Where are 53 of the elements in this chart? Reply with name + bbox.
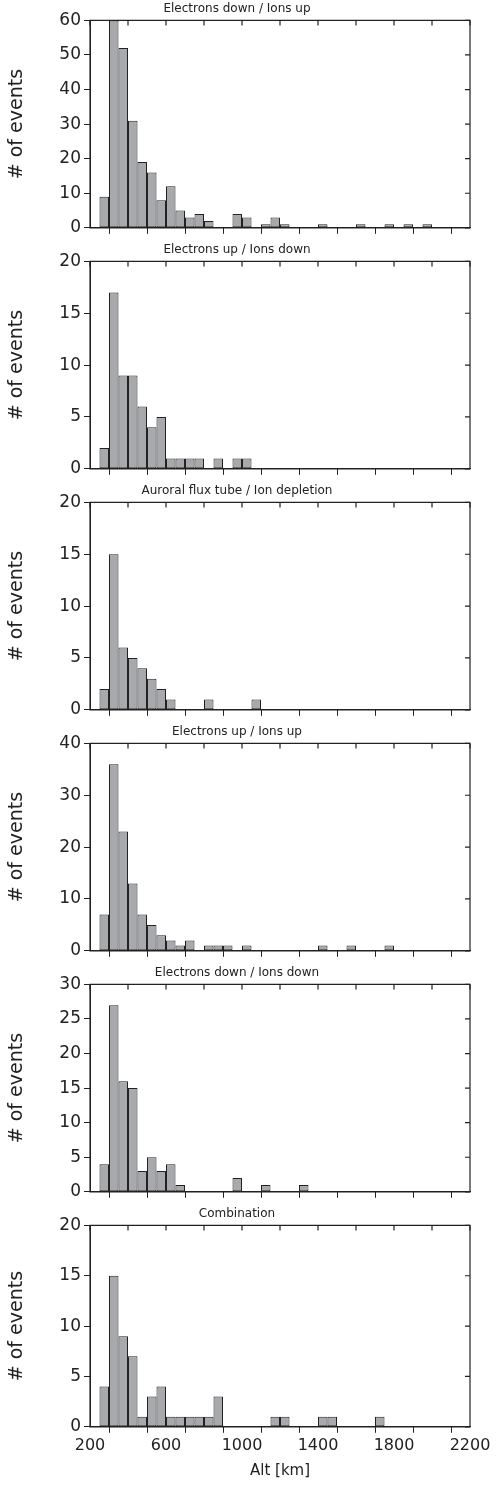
chart-title: Auroral flux tube / Ion depletion (141, 483, 333, 498)
y-axis-title: # of events (4, 550, 27, 662)
y-tick-label: 15 (59, 1076, 81, 1097)
y-axis-title: # of events (4, 1032, 27, 1144)
y-tick-label: 0 (70, 1180, 81, 1201)
chart-title: Electrons down / Ions down (154, 965, 320, 980)
y-tick-label: 50 (59, 43, 81, 64)
y-tick-label: 10 (59, 1111, 81, 1132)
chart-title: Combination (198, 1206, 276, 1221)
y-axis-title: # of events (4, 68, 27, 180)
x-tick-label: 1800 (373, 1434, 415, 1454)
chart-title: Electrons up / Ions up (172, 724, 302, 739)
x-tick-label: 600 (150, 1434, 182, 1454)
y-tick-label: 15 (59, 301, 81, 322)
chart-title: Electrons up / Ions down (163, 242, 311, 257)
y-tick-label: 10 (59, 181, 81, 202)
y-tick-label: 0 (70, 216, 81, 237)
y-tick-label: 20 (59, 1213, 81, 1234)
y-tick-label: 20 (59, 249, 81, 270)
chart-title: Electrons down / Ions up (163, 1, 311, 16)
y-axis-title: # of events (4, 791, 27, 903)
y-tick-label: 60 (59, 8, 81, 29)
y-tick-label: 40 (59, 731, 81, 752)
y-tick-label: 0 (70, 939, 81, 960)
y-tick-label: 5 (70, 405, 81, 426)
y-tick-label: 15 (59, 542, 81, 563)
y-tick-label: 30 (59, 783, 81, 804)
y-tick-label: 10 (59, 594, 81, 615)
x-tick-label: 1000 (221, 1434, 263, 1454)
y-tick-label: 20 (59, 835, 81, 856)
y-tick-label: 10 (59, 1314, 81, 1335)
x-tick-label: 1400 (297, 1434, 339, 1454)
y-tick-label: 20 (59, 1041, 81, 1062)
y-tick-label: 20 (59, 490, 81, 511)
y-tick-label: 30 (59, 972, 81, 993)
y-tick-label: 40 (59, 77, 81, 98)
x-tick-label: 200 (74, 1434, 106, 1454)
y-tick-label: 0 (70, 698, 81, 719)
x-tick-label: 2200 (449, 1434, 491, 1454)
x-axis-title: Alt [km] (249, 1460, 311, 1479)
y-tick-label: 5 (70, 646, 81, 667)
y-tick-label: 25 (59, 1007, 81, 1028)
y-tick-label: 5 (70, 1145, 81, 1166)
y-tick-label: 10 (59, 353, 81, 374)
y-tick-label: 0 (70, 1415, 81, 1436)
y-tick-label: 5 (70, 1364, 81, 1385)
y-axis-title: # of events (4, 309, 27, 421)
y-tick-label: 20 (59, 147, 81, 168)
y-tick-label: 10 (59, 887, 81, 908)
y-axis-title: # of events (4, 1270, 27, 1382)
y-tick-label: 15 (59, 1264, 81, 1285)
y-tick-label: 30 (59, 112, 81, 133)
y-tick-label: 0 (70, 457, 81, 478)
